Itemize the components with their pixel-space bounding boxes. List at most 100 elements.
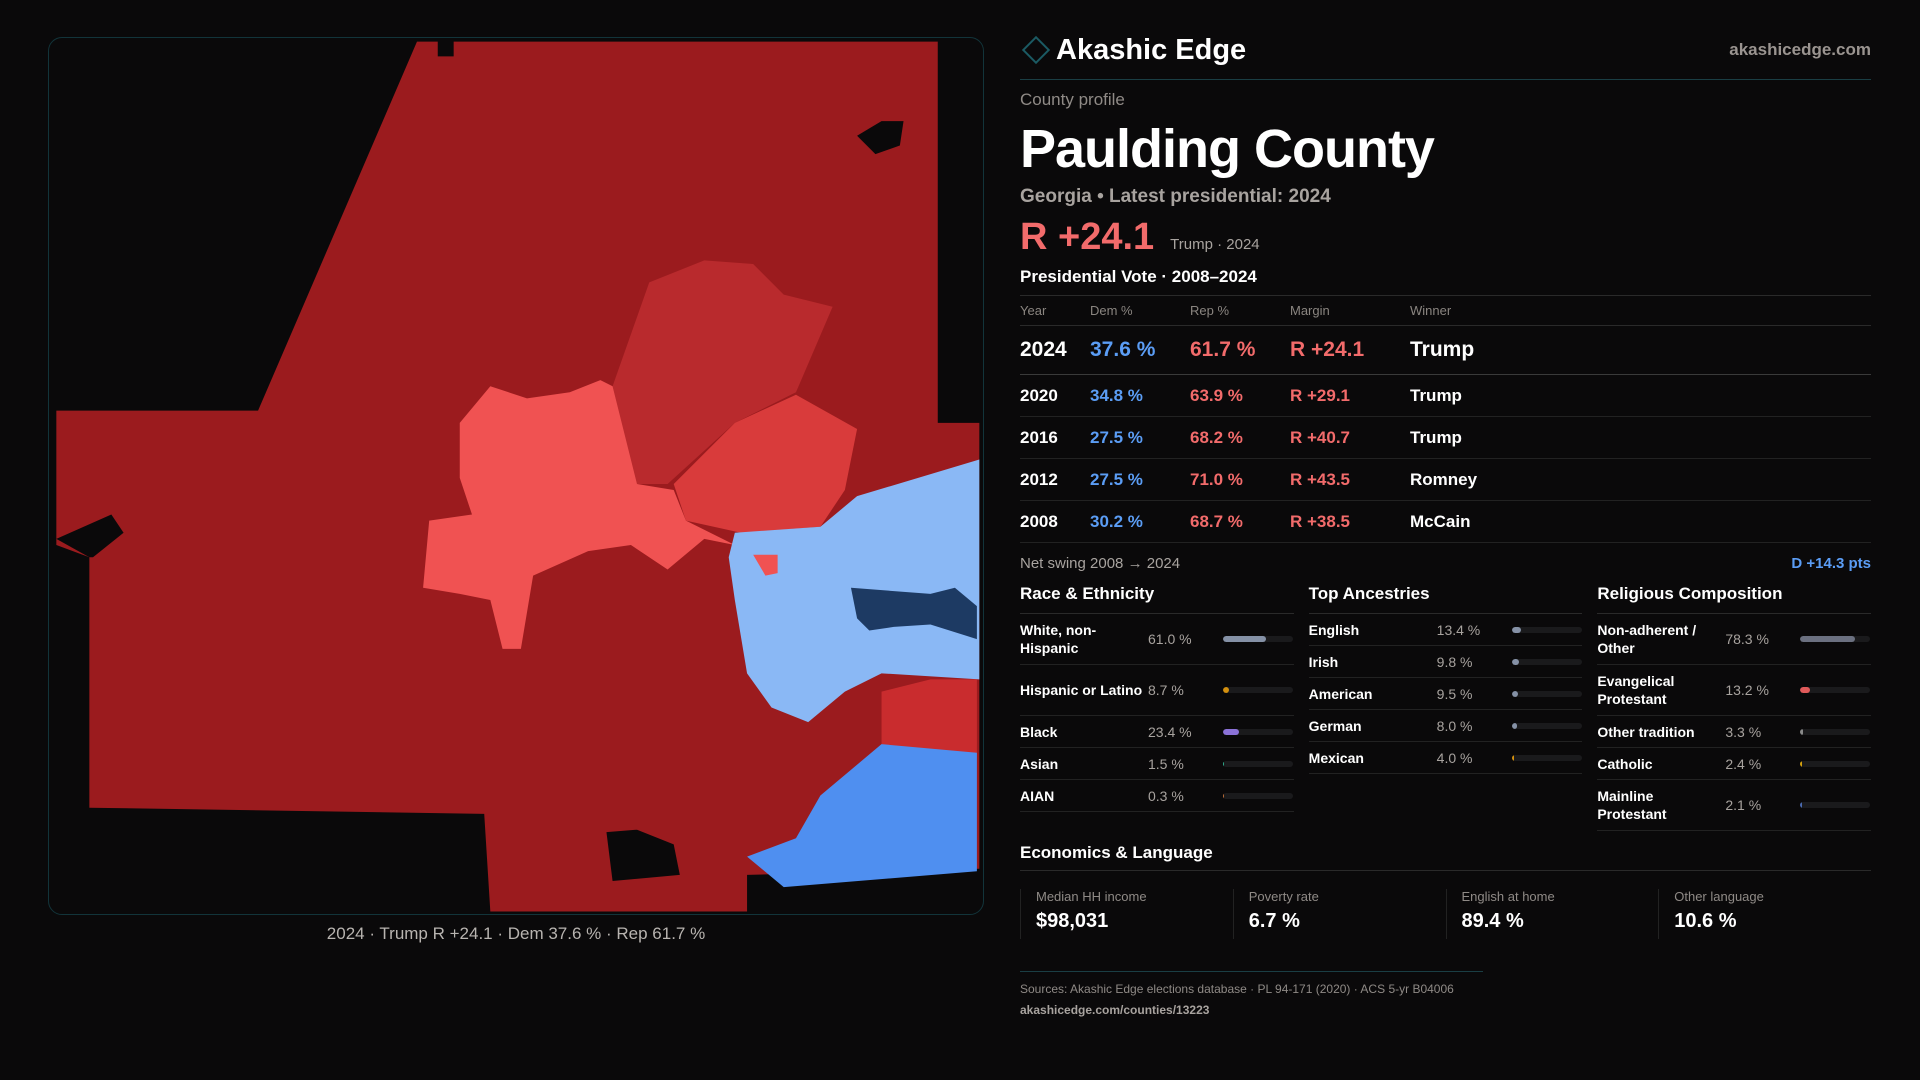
share-bar: [1800, 636, 1871, 642]
vote-row: 2024 37.6 % 61.7 % R +24.1 Trump: [1020, 325, 1871, 375]
kicker: County profile: [1020, 90, 1125, 109]
vote-row: 2008 30.2 % 68.7 % R +38.5 McCain: [1020, 500, 1871, 543]
row-label: Hispanic or Latino: [1020, 682, 1143, 698]
lake-hole: [857, 121, 904, 155]
headline-margin: R +24.1: [1020, 216, 1155, 258]
votes-table: Year Dem % Rep % Margin Winner 2024 37.6 …: [1020, 295, 1871, 543]
share-bar-fill: [1223, 687, 1230, 693]
brand-header: Akashic Edge akashicedge.com: [1020, 30, 1871, 70]
region-likely-r[interactable]: [612, 260, 833, 484]
row-value: 4.0 %: [1436, 749, 1473, 766]
row-value: 9.8 %: [1436, 653, 1473, 670]
econ-section: Economics & Language Median HH income $98…: [1020, 843, 1871, 939]
religion-row: Non-adherent / Other 78.3 %: [1597, 614, 1872, 665]
religion-row: Mainline Protestant 2.1 %: [1597, 780, 1872, 831]
row-value: 13.2 %: [1725, 682, 1769, 698]
col-year: Year: [1020, 295, 1090, 326]
brand-name: Akashic Edge: [1056, 33, 1247, 66]
subtitle: Georgia • Latest presidential: 2024: [1020, 186, 1331, 207]
cell-year: 2008: [1020, 500, 1090, 543]
econ-stat: English at home 89.4 %: [1445, 889, 1659, 939]
stat-value: 89.4 %: [1461, 910, 1524, 932]
cell-rep: 71.0 %: [1190, 458, 1290, 501]
row-label: Evangelical Protestant: [1597, 673, 1675, 707]
row-label: Mexican: [1308, 749, 1364, 766]
religion-title: Religious Composition: [1597, 582, 1872, 614]
cell-rep: 68.2 %: [1190, 416, 1290, 459]
region-lean-r-east[interactable]: [881, 679, 977, 759]
race-row: White, non-Hispanic 61.0 %: [1020, 614, 1294, 665]
region-lean-d[interactable]: [747, 744, 977, 888]
share-bar-fill: [1511, 626, 1522, 633]
share-bar: [1511, 626, 1582, 633]
cell-dem: 34.8 %: [1090, 374, 1190, 417]
cell-dem: 27.5 %: [1090, 458, 1190, 501]
stat-label: Other language: [1674, 889, 1764, 904]
race-section: Race & Ethnicity White, non-Hispanic 61.0 …: [1020, 582, 1294, 831]
row-value: 8.0 %: [1436, 717, 1473, 734]
cell-winner: Romney: [1410, 458, 1871, 501]
precinct-map[interactable]: [49, 38, 983, 914]
religion-row: Evangelical Protestant 13.2 %: [1597, 665, 1872, 716]
share-bar-fill: [1223, 792, 1225, 799]
site-link[interactable]: akashicedge.com: [1729, 40, 1871, 59]
row-value: 2.4 %: [1725, 755, 1762, 772]
ancestry-row: Mexican 4.0 %: [1308, 742, 1583, 774]
ancestry-row: American 9.5 %: [1308, 678, 1583, 710]
row-label: Other tradition: [1597, 723, 1695, 740]
share-bar-fill: [1800, 687, 1810, 693]
share-bar: [1223, 760, 1293, 767]
region-lean-r[interactable]: [673, 394, 858, 533]
stat-label: Poverty rate: [1248, 889, 1319, 904]
race-row: AIAN 0.3 %: [1020, 780, 1294, 812]
religion-row: Catholic 2.4 %: [1597, 748, 1872, 780]
share-bar: [1223, 792, 1293, 799]
col-rep: Rep %: [1190, 295, 1290, 326]
cell-year: 2016: [1020, 416, 1090, 459]
county-url[interactable]: akashicedge.com/counties/13223: [1020, 1003, 1210, 1017]
region-safe-d[interactable]: [850, 587, 977, 640]
vote-row: 2016 27.5 % 68.2 % R +40.7 Trump: [1020, 416, 1871, 459]
row-value: 3.3 %: [1725, 723, 1762, 740]
row-value: 8.7 %: [1148, 682, 1184, 698]
diamond-logo-icon: [1021, 35, 1051, 65]
lake-hole-south: [606, 829, 680, 882]
county-map[interactable]: [48, 37, 984, 915]
share-bar: [1800, 760, 1871, 767]
share-bar-fill: [1511, 658, 1519, 665]
region-tilt-r[interactable]: [423, 380, 735, 649]
row-value: 0.3 %: [1148, 787, 1184, 804]
net-swing-value: D +14.3 pts: [1791, 555, 1871, 572]
cell-year: 2020: [1020, 374, 1090, 417]
cell-dem: 37.6 %: [1090, 325, 1190, 375]
vote-row: 2020 34.8 % 63.9 % R +29.1 Trump: [1020, 374, 1871, 417]
share-bar-fill: [1511, 754, 1515, 761]
net-swing: Net swing 2008 → 2024 D +14.3 pts: [1020, 555, 1871, 572]
cell-margin: R +29.1: [1290, 374, 1410, 417]
row-label: German: [1308, 717, 1362, 734]
ancestry-row: English 13.4 %: [1308, 614, 1583, 646]
share-bar: [1511, 722, 1582, 729]
econ-stat: Median HH income $98,031: [1020, 889, 1233, 939]
cell-margin: R +43.5: [1290, 458, 1410, 501]
race-title: Race & Ethnicity: [1020, 582, 1294, 614]
race-row: Hispanic or Latino 8.7 %: [1020, 665, 1294, 716]
share-bar-fill: [1511, 722, 1518, 729]
stat-label: English at home: [1461, 889, 1555, 904]
econ-stat: Poverty rate 6.7 %: [1232, 889, 1446, 939]
share-bar: [1223, 636, 1293, 642]
cell-rep: 61.7 %: [1190, 325, 1290, 375]
share-bar-fill: [1800, 760, 1803, 767]
religion-row: Other tradition 3.3 %: [1597, 716, 1872, 748]
row-label: Asian: [1020, 755, 1059, 772]
share-bar-fill: [1800, 802, 1802, 808]
stat-value: 10.6 %: [1674, 910, 1737, 932]
ancestry-row: German 8.0 %: [1308, 710, 1583, 742]
share-bar: [1800, 802, 1871, 808]
headline-margin-sub: Trump · 2024: [1170, 236, 1260, 253]
row-value: 78.3 %: [1725, 631, 1769, 647]
region-tilt-r-small[interactable]: [753, 554, 778, 576]
share-bar-fill: [1223, 760, 1225, 767]
cell-dem: 27.5 %: [1090, 416, 1190, 459]
stat-label: Median HH income: [1036, 889, 1147, 904]
